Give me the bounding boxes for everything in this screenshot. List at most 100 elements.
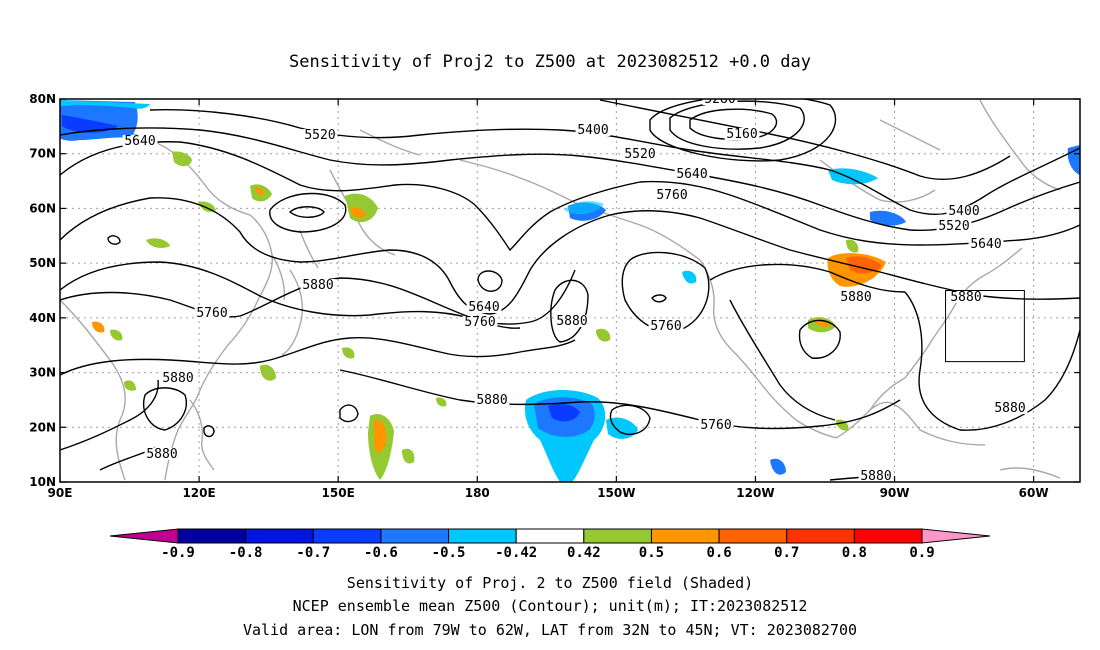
caption: Sensitivity of Proj. 2 to Z500 field (Sh…: [243, 574, 857, 639]
contour-label-bg: [160, 372, 196, 384]
shade-green-j1: [260, 364, 276, 381]
contour-label-bg: [654, 189, 690, 201]
coastlines: [60, 99, 1061, 481]
contour-label-bg: [838, 291, 874, 303]
contour-label-bg: [122, 135, 158, 147]
contour-5640: [60, 141, 1080, 252]
coast-caribbean: [919, 429, 1061, 479]
contour-label: 5400: [948, 204, 979, 219]
map-frame: [59, 98, 1081, 483]
coast-asia-east: [60, 104, 273, 481]
contour-label: 5880: [302, 278, 333, 293]
shade-blue-hudson-2: [870, 210, 906, 226]
colorbar-label: 0.8: [842, 545, 867, 561]
contour-labels: 5280516054005520564055205640576054005520…: [122, 92, 1028, 484]
closed-low-60n: [269, 192, 347, 233]
contour-label-bg: [554, 315, 590, 327]
lon-label: 120E: [182, 486, 215, 500]
colorbar-box: [177, 528, 247, 544]
contour-label: 5280: [704, 92, 735, 107]
colorbar-label: -0.42: [495, 545, 537, 561]
lat-label: 50N: [29, 256, 56, 270]
contour-label: 5520: [624, 147, 655, 162]
closed-high-pac: [550, 279, 589, 343]
lon-label: 90W: [880, 486, 910, 500]
contour-label-bg: [462, 316, 498, 328]
contour-label: 5520: [938, 219, 969, 234]
contour-label-bg: [302, 129, 338, 141]
shade-blue-ca: [682, 270, 697, 284]
shade-green-pac3: [436, 397, 447, 407]
contour-label-bg: [622, 148, 658, 160]
shade-green-ind2: [110, 329, 123, 341]
contour-label-bg: [698, 419, 734, 431]
shade-orange-ind: [92, 321, 105, 333]
closed-low-60n-inner: [288, 206, 325, 218]
coast-korea-japan: [271, 229, 319, 356]
contour-label-bg: [300, 279, 336, 291]
lon-label: 120W: [736, 486, 774, 500]
tick-marks: [59, 98, 1080, 483]
contour-label: 5640: [676, 167, 707, 182]
contour-label-bg: [992, 402, 1028, 414]
caption-line-1: Sensitivity of Proj. 2 to Z500 field (Sh…: [347, 574, 753, 592]
figure-title: Sensitivity of Proj2 to Z500 at 20230825…: [289, 52, 811, 72]
contour-5880-b: [60, 337, 576, 376]
valid-area-box: [945, 290, 1025, 363]
shade-cyan-pac: [564, 201, 604, 215]
contour-label: 5520: [304, 128, 335, 143]
contour-label: 5880: [556, 314, 587, 329]
contour-label: 5880: [860, 469, 891, 484]
colorbar-box: [650, 528, 720, 544]
contour-5760: [60, 197, 1080, 315]
colorbar-box: [718, 528, 788, 544]
contour-label: 5640: [468, 300, 499, 315]
shade-darkblue-nw: [62, 115, 118, 133]
contour-label: 5640: [124, 134, 155, 149]
closed-low-45n: [477, 270, 503, 292]
shade-blue-mex: [770, 458, 786, 475]
contour-label: 5160: [726, 127, 757, 142]
lon-label: 60W: [1019, 486, 1049, 500]
closed-low-pac: [621, 251, 710, 332]
colorbar-label: 0.5: [639, 545, 664, 561]
contour-label-bg: [968, 238, 1004, 250]
closed-high-gom: [798, 319, 841, 359]
colorbar-high-arrow: [921, 528, 991, 544]
colorbar: -0.9 -0.8 -0.7 -0.6 -0.5 -0.42 0.42 0.5 0.6 0.7 0.…: [109, 528, 991, 561]
contour-label: 5760: [656, 188, 687, 203]
shade-cyan-nw: [60, 100, 150, 109]
colorbar-label: -0.9: [161, 545, 195, 561]
contour-label-bg: [575, 124, 611, 136]
shade-orange-2: [255, 187, 264, 195]
contour-label: 5760: [650, 319, 681, 334]
colorbar-label: -0.6: [364, 545, 398, 561]
shade-green-1: [172, 151, 192, 167]
shade-green-ind: [124, 380, 136, 391]
sensitivity-shading: [60, 100, 1080, 482]
contour-5160: [689, 108, 778, 141]
colorbar-label: 0.7: [774, 545, 799, 561]
colorbar-box: [786, 528, 855, 544]
colorbar-label: 0.6: [706, 545, 731, 561]
colorbar-box: [448, 528, 517, 544]
coast-gulf: [835, 377, 921, 439]
closed-small-1: [107, 235, 121, 245]
colorbar-label: -0.7: [296, 545, 330, 561]
shade-darkblue-hi: [548, 404, 580, 422]
lon-label: 180: [465, 486, 490, 500]
coast-greenland: [979, 99, 1061, 191]
contour-label: 5760: [196, 306, 227, 321]
colorbar-box: [380, 528, 450, 544]
colorbar-label: 0.9: [909, 545, 934, 561]
coast-na-west: [699, 259, 837, 439]
contour-label-bg: [466, 301, 502, 313]
colorbar-box: [515, 528, 585, 544]
contour-5880-e: [904, 291, 1080, 431]
shade-blue-hudson: [828, 168, 878, 185]
shade-orange-j2: [374, 419, 387, 453]
shade-green-gl: [846, 239, 859, 253]
colorbar-label: -0.5: [432, 545, 466, 561]
lat-label: 80N: [29, 92, 56, 106]
